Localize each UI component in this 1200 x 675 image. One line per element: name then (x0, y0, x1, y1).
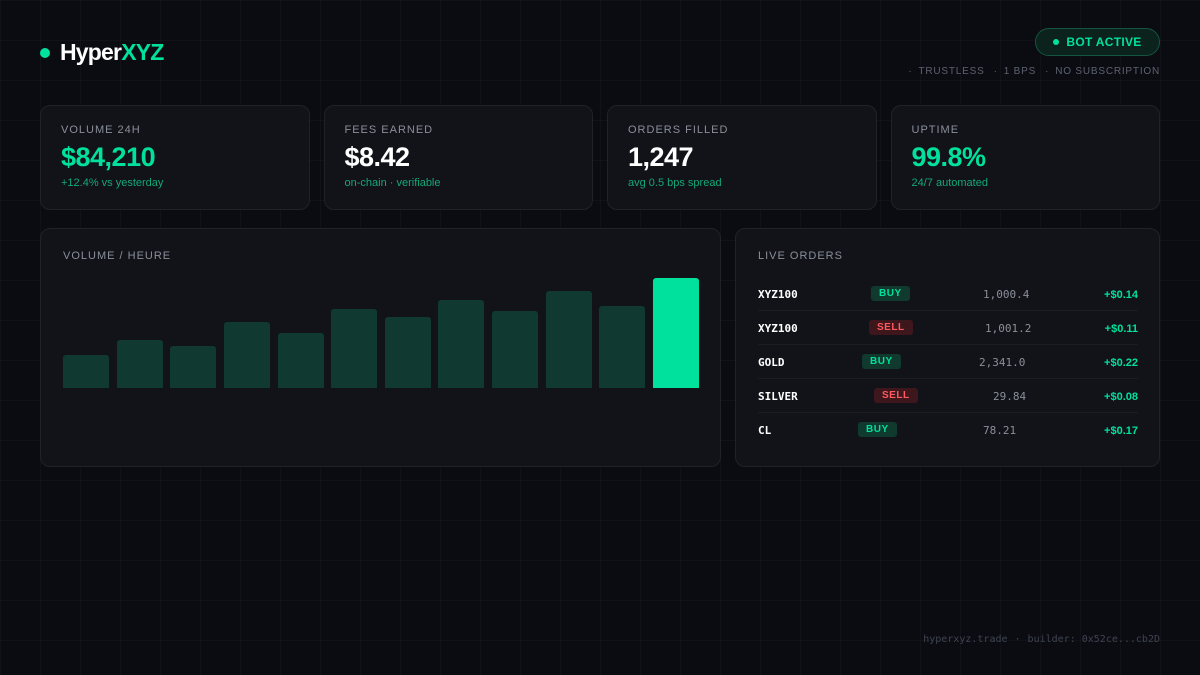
feature-tag: · NO SUBSCRIPTION (1045, 66, 1160, 77)
stat-value: 1,247 (628, 142, 694, 172)
order-row: SILVER SELL 29.84 +$0.08 (758, 379, 1138, 413)
order-symbol: SILVER (758, 390, 798, 403)
orders-title: LIVE ORDERS (758, 250, 843, 262)
footer: hyperxyz.trade · builder: 0x52ce...cb2D (923, 634, 1160, 645)
order-price: 2,341.0 (979, 356, 1026, 369)
brand-dot-icon (40, 47, 50, 58)
volume-bar (223, 322, 270, 388)
order-row: CL BUY 78.21 +$0.17 (758, 413, 1138, 447)
tag-separator: · (993, 66, 998, 77)
volume-bar (170, 346, 217, 388)
stat-value: $8.42 (344, 142, 411, 172)
feature-tag: · 1 BPS (994, 66, 1037, 77)
tag-label: TRUSTLESS (918, 66, 985, 77)
order-price: 29.84 (993, 390, 1027, 403)
bot-status-badge: BOT ACTIVE (1035, 28, 1160, 56)
order-price: 78.21 (983, 424, 1017, 437)
order-symbol: GOLD (758, 356, 785, 369)
stat-label: VOLUME 24H (61, 124, 141, 136)
tag-separator: · (908, 66, 913, 77)
order-side-badge: SELL (874, 388, 918, 403)
stat-subtext: +12.4% vs yesterday (61, 177, 164, 189)
stat-card-orders: ORDERS FILLED 1,247 avg 0.5 bps spread (607, 105, 877, 210)
orders-list: XYZ100 BUY 1,000.4 +$0.14 XYZ100 SELL 1,… (758, 277, 1138, 447)
volume-bar (384, 316, 431, 388)
tag-separator: · (1045, 66, 1050, 77)
stat-value: 99.8% (911, 142, 987, 172)
brand-name-main: Hyper (60, 39, 122, 65)
order-row: XYZ100 SELL 1,001.2 +$0.11 (758, 311, 1138, 345)
stats-cards: VOLUME 24H $84,210 +12.4% vs yesterday F… (40, 105, 1160, 210)
footer-separator: · (1014, 634, 1021, 645)
volume-bar (492, 311, 539, 388)
order-pnl: +$0.08 (1104, 391, 1138, 403)
bot-status-label: BOT ACTIVE (1066, 35, 1142, 49)
order-pnl: +$0.22 (1104, 357, 1138, 369)
stat-label: ORDERS FILLED (628, 124, 729, 136)
volume-bar (331, 308, 378, 388)
order-price: 1,000.4 (983, 288, 1030, 301)
stat-value: $84,210 (61, 142, 156, 172)
stat-card-uptime: UPTIME 99.8% 24/7 automated (890, 105, 1160, 210)
volume-bar (599, 305, 646, 388)
stat-subtext: on-chain · verifiable (344, 177, 441, 189)
stat-label: FEES EARNED (344, 124, 434, 136)
order-price: 1,001.2 (985, 322, 1032, 335)
stat-card-fees: FEES EARNED $8.42 on-chain · verifiable (323, 105, 593, 210)
feature-tag: · TRUSTLESS (908, 66, 984, 77)
volume-bar-chart (63, 271, 699, 388)
order-side-badge: BUY (871, 286, 910, 301)
order-side-badge: BUY (858, 422, 897, 437)
chart-title: VOLUME / HEURE (63, 250, 172, 262)
volume-bar (63, 355, 109, 388)
stat-label: UPTIME (911, 124, 960, 136)
order-row: XYZ100 BUY 1,000.4 +$0.14 (758, 277, 1138, 311)
stat-card-volume: VOLUME 24H $84,210 +12.4% vs yesterday (40, 105, 310, 210)
order-side-badge: BUY (862, 354, 901, 369)
footer-builder-address: builder: 0x52ce...cb2D (1027, 634, 1160, 645)
tag-label: 1 BPS (1003, 66, 1037, 77)
volume-bar (653, 278, 699, 388)
order-pnl: +$0.17 (1104, 425, 1138, 437)
footer-site-link[interactable]: hyperxyz.trade (923, 634, 1008, 645)
order-pnl: +$0.11 (1104, 323, 1138, 335)
volume-chart-panel: VOLUME / HEURE (40, 228, 721, 467)
brand-logo: HyperXYZ (40, 39, 164, 66)
brand-name-accent: XYZ (121, 39, 164, 65)
order-symbol: XYZ100 (758, 322, 798, 335)
stat-subtext: 24/7 automated (911, 177, 988, 189)
brand-name: HyperXYZ (60, 39, 164, 66)
volume-bar (438, 300, 485, 388)
order-pnl: +$0.14 (1104, 289, 1138, 301)
tag-label: NO SUBSCRIPTION (1055, 66, 1160, 77)
volume-bar (545, 291, 592, 388)
order-side-badge: SELL (869, 320, 913, 335)
volume-bar (116, 339, 163, 388)
order-symbol: CL (758, 424, 772, 437)
stat-subtext: avg 0.5 bps spread (628, 177, 722, 189)
live-orders-panel: LIVE ORDERS XYZ100 BUY 1,000.4 +$0.14 XY… (735, 228, 1160, 467)
order-symbol: XYZ100 (758, 288, 798, 301)
status-dot-icon (1053, 39, 1060, 45)
feature-tags: · TRUSTLESS · 1 BPS · NO SUBSCRIPTION (899, 66, 1160, 77)
order-row: GOLD BUY 2,341.0 +$0.22 (758, 345, 1138, 379)
volume-bar (277, 333, 324, 388)
